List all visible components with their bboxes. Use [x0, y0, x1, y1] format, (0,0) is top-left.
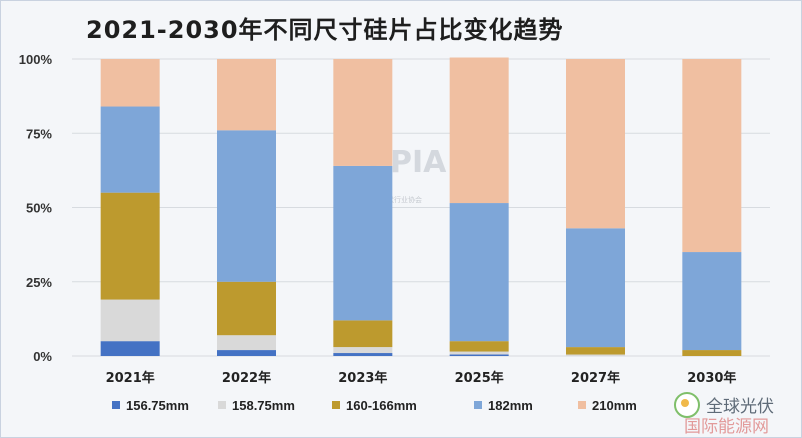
x-tick-label: 2023年: [338, 370, 387, 386]
bar-segment: [217, 350, 276, 356]
legend-label: 210mm: [592, 398, 637, 413]
y-tick-label: 25%: [26, 275, 52, 290]
bar-segment: [566, 59, 625, 229]
bar-segment: [682, 252, 742, 351]
bar-segment: [682, 59, 742, 253]
y-tick-label: 100%: [19, 52, 53, 67]
legend-swatch: [332, 401, 340, 409]
legend-swatch: [112, 401, 120, 409]
bars: [100, 57, 742, 356]
bar-segment: [100, 106, 160, 193]
grid-lines: [72, 58, 770, 357]
bar-segment: [682, 350, 742, 356]
source-badge: 全球光伏 国际能源网: [668, 388, 800, 437]
legend-swatch: [578, 401, 586, 409]
legend-label: 160-166mm: [346, 398, 417, 413]
bar-segment: [100, 341, 160, 356]
legend: 156.75mm 158.75mm 160-166mm 182mm 210mm: [112, 398, 637, 413]
legend-label: 156.75mm: [126, 398, 189, 413]
y-axis: 0% 25% 50% 75% 100%: [19, 52, 53, 364]
y-tick-label: 50%: [26, 201, 52, 216]
bar-segment: [333, 59, 393, 166]
bar-segment: [217, 281, 276, 336]
bar-segment: [449, 57, 509, 204]
legend-label: 182mm: [488, 398, 533, 413]
y-tick-label: 75%: [26, 126, 52, 141]
bar-segment: [217, 130, 276, 282]
bar-segment: [333, 347, 393, 354]
legend-swatch: [218, 401, 226, 409]
watermark-sub-text: 中国光伏行业协会: [366, 195, 422, 204]
bar-segment: [100, 59, 160, 107]
legend-label: 158.75mm: [232, 398, 295, 413]
globe-icon: [674, 392, 700, 418]
x-tick-label: 2022年: [222, 370, 271, 386]
bar-segment: [449, 203, 509, 342]
x-tick-label: 2030年: [687, 370, 736, 386]
bar-segment: [449, 354, 509, 356]
bar-segment: [100, 192, 160, 300]
bar-segment: [333, 353, 393, 356]
y-tick-label: 0%: [33, 349, 52, 364]
badge-line-1: 全球光伏: [706, 397, 774, 417]
x-axis: 2021年 2022年 2023年 2025年 2027年 2030年: [106, 370, 737, 386]
chart-title: 2021-2030年不同尺寸硅片占比变化趋势: [86, 16, 564, 44]
bar-segment: [333, 320, 393, 348]
bar-segment: [100, 299, 160, 342]
legend-swatch: [474, 401, 482, 409]
bar-segment: [449, 341, 509, 352]
x-tick-label: 2021年: [106, 370, 155, 386]
bar-segment: [566, 228, 625, 348]
bar-segment: [217, 59, 276, 131]
bar-segment: [566, 347, 625, 355]
x-tick-label: 2027年: [571, 370, 620, 386]
x-tick-label: 2025年: [455, 370, 504, 386]
bar-segment: [449, 351, 509, 355]
bar-segment: [566, 354, 625, 356]
bar-segment: [333, 165, 393, 321]
bar-segment: [217, 335, 276, 351]
badge-line-2: 国际能源网: [684, 417, 769, 437]
